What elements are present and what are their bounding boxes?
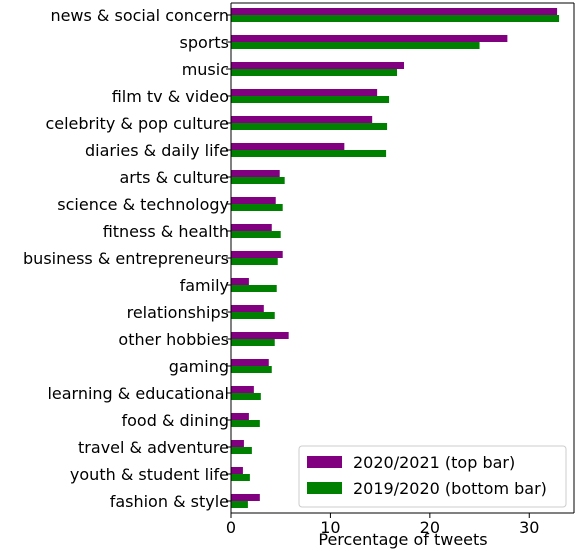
y-tick-label-food-dining: food & dining (122, 411, 230, 430)
y-tick-label-news-social-concern: news & social concern (50, 6, 229, 25)
bar-celebrity-pop-culture-2020-2021 (231, 116, 373, 123)
legend-label-2019-2020: 2019/2020 (bottom bar) (353, 479, 547, 498)
y-tick-label-arts-culture: arts & culture (119, 168, 229, 187)
y-tick-label-other-hobbies: other hobbies (118, 330, 229, 349)
bar-celebrity-pop-culture-2019-2020 (231, 123, 388, 130)
bar-business-entrepreneurs-2020-2021 (231, 251, 283, 258)
bar-music-2019-2020 (231, 69, 398, 76)
x-tick-label-20: 20 (420, 518, 440, 537)
bar-music-2020-2021 (231, 62, 404, 69)
bar-business-entrepreneurs-2019-2020 (231, 258, 278, 265)
bar-fashion-style-2019-2020 (231, 501, 248, 508)
bar-sports-2019-2020 (231, 42, 480, 49)
bar-relationships-2020-2021 (231, 305, 264, 312)
bar-arts-culture-2020-2021 (231, 170, 280, 177)
bar-learning-educational-2019-2020 (231, 393, 261, 400)
y-tick-label-travel-adventure: travel & adventure (78, 438, 229, 457)
x-axis-title: Percentage of tweets (318, 530, 487, 549)
y-tick-label-science-technology: science & technology (57, 195, 229, 214)
legend-box (298, 445, 567, 508)
bar-news-social-concern-2019-2020 (231, 15, 560, 22)
y-tick-label-fashion-style: fashion & style (110, 492, 229, 511)
y-tick-label-youth-student-life: youth & student life (70, 465, 229, 484)
bar-diaries-daily-life-2019-2020 (231, 150, 387, 157)
x-tick-label-30: 30 (519, 518, 539, 537)
bar-film-tv-video-2020-2021 (231, 89, 378, 96)
bar-gaming-2020-2021 (231, 359, 269, 366)
bar-film-tv-video-2019-2020 (231, 96, 390, 103)
bar-arts-culture-2019-2020 (231, 177, 285, 184)
bar-science-technology-2020-2021 (231, 197, 276, 204)
bar-family-2019-2020 (231, 285, 277, 292)
legend-swatch-2020-2021 (307, 456, 342, 468)
category-labels: news & social concern sports music film tv … (23, 6, 231, 511)
legend: 2020/2021 (top bar) 2019/2020 (bottom ba… (298, 445, 567, 508)
y-tick-label-family: family (180, 276, 229, 295)
y-tick-label-music: music (182, 60, 229, 79)
x-tick-label-0: 0 (226, 518, 236, 537)
bar-youth-student-life-2019-2020 (231, 474, 250, 481)
bar-fashion-style-2020-2021 (231, 494, 260, 501)
y-tick-label-relationships: relationships (127, 303, 229, 322)
bar-relationships-2019-2020 (231, 312, 275, 319)
y-tick-label-learning-educational: learning & educational (47, 384, 229, 403)
bar-food-dining-2019-2020 (231, 420, 260, 427)
y-tick-label-gaming: gaming (169, 357, 229, 376)
bar-youth-student-life-2020-2021 (231, 467, 243, 474)
bar-fitness-health-2019-2020 (231, 231, 281, 238)
bar-travel-adventure-2020-2021 (231, 440, 244, 447)
bar-sports-2020-2021 (231, 35, 508, 42)
bar-science-technology-2019-2020 (231, 204, 283, 211)
bar-diaries-daily-life-2020-2021 (231, 143, 345, 150)
bars-layer (231, 8, 560, 508)
bar-food-dining-2020-2021 (231, 413, 249, 420)
bar-news-social-concern-2020-2021 (231, 8, 558, 15)
bar-learning-educational-2020-2021 (231, 386, 254, 393)
x-axis: 0 10 20 30 (226, 513, 539, 537)
legend-label-2020-2021: 2020/2021 (top bar) (353, 453, 515, 472)
bar-fitness-health-2020-2021 (231, 224, 272, 231)
y-tick-label-film-tv-video: film tv & video (112, 87, 229, 106)
bar-other-hobbies-2020-2021 (231, 332, 289, 339)
y-tick-label-diaries-daily-life: diaries & daily life (85, 141, 229, 160)
y-tick-label-celebrity-pop-culture: celebrity & pop culture (45, 114, 229, 133)
bar-family-2020-2021 (231, 278, 249, 285)
y-tick-label-fitness-health: fitness & health (103, 222, 229, 241)
y-tick-label-business-entrepreneurs: business & entrepreneurs (23, 249, 229, 268)
y-tick-label-sports: sports (180, 33, 229, 52)
bar-other-hobbies-2019-2020 (231, 339, 275, 346)
legend-swatch-2019-2020 (307, 482, 342, 494)
x-tick-label-10: 10 (320, 518, 340, 537)
bar-travel-adventure-2019-2020 (231, 447, 252, 454)
bar-gaming-2019-2020 (231, 366, 272, 373)
